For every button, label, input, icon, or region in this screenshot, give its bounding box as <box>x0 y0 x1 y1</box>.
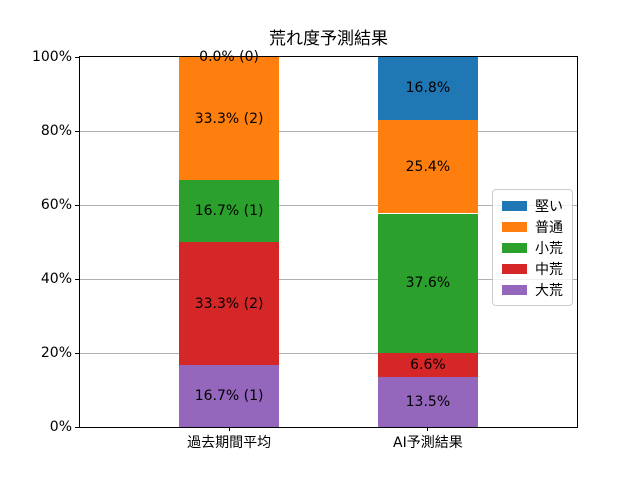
legend-swatch <box>502 284 527 295</box>
gridline <box>80 204 577 206</box>
y-tick-label: 100% <box>31 49 72 65</box>
bar-segment-label: 33.3% (2) <box>194 110 264 127</box>
bar-segment-label: 16.7% (1) <box>194 203 264 220</box>
y-tick-mark <box>75 204 79 206</box>
bar-segment-label: 37.6% <box>405 275 451 292</box>
legend-label: 小荒 <box>535 240 563 257</box>
legend-swatch <box>502 263 527 274</box>
gridline <box>80 130 577 132</box>
x-tick-mark <box>228 427 230 431</box>
y-tick-label: 60% <box>40 197 72 213</box>
bar-segment-堅い <box>377 57 478 120</box>
bar-segment-中荒 <box>377 352 478 378</box>
bar-segment-label: 33.3% (2) <box>194 295 264 312</box>
bar-segment-label: 16.7% (1) <box>194 388 264 405</box>
legend-label: 普通 <box>535 219 563 236</box>
y-tick-label: 40% <box>40 271 72 287</box>
bar-segment-label: 6.6% <box>410 356 446 373</box>
legend-swatch <box>502 221 527 232</box>
gridline <box>80 278 577 280</box>
legend-entry: 小荒 <box>502 237 563 258</box>
legend-label: 堅い <box>535 198 563 215</box>
legend-entry: 堅い <box>502 195 563 216</box>
bar-segment-小荒 <box>179 180 280 242</box>
bar-segment-普通 <box>377 119 478 214</box>
y-tick-label: 0% <box>49 419 72 435</box>
y-tick-label: 20% <box>40 345 72 361</box>
bar-segment-label: 16.8% <box>405 80 451 97</box>
legend-swatch <box>502 200 527 211</box>
legend-entry: 普通 <box>502 216 563 237</box>
legend-label: 中荒 <box>535 261 563 278</box>
y-tick-mark <box>75 130 79 132</box>
y-tick-mark <box>75 352 79 354</box>
y-tick-mark <box>75 426 79 428</box>
bar-segment-大荒 <box>377 377 478 427</box>
legend-label: 大荒 <box>535 282 563 299</box>
legend-entry: 中荒 <box>502 258 563 279</box>
y-tick-mark <box>75 278 79 280</box>
x-tick-label: AI予測結果 <box>393 435 463 451</box>
plot-area: 16.7% (1) 33.3% (2) 16.7% (1) 33.3% (2) 0.0%… <box>79 49 578 428</box>
bar-segment-label: 25.4% <box>405 158 451 175</box>
y-tick-mark <box>75 56 79 58</box>
bar-segment-中荒 <box>179 242 280 366</box>
legend-entry: 大荒 <box>502 279 563 300</box>
gridline <box>80 352 577 354</box>
bar-segment-label: 13.5% <box>405 394 451 411</box>
bar-segment-大荒 <box>179 365 280 427</box>
x-tick-mark <box>427 427 429 431</box>
legend-box: 堅い普通小荒中荒大荒 <box>492 189 573 306</box>
bar-segment-普通 <box>179 57 280 181</box>
legend-swatch <box>502 242 527 253</box>
x-tick-label: 過去期間平均 <box>187 435 272 451</box>
chart-title: 荒れ度予測結果 <box>269 29 388 49</box>
bar-segment-label: 0.0% (0) <box>199 49 260 65</box>
bar-segment-小荒 <box>377 213 478 353</box>
y-tick-label: 80% <box>40 123 72 139</box>
